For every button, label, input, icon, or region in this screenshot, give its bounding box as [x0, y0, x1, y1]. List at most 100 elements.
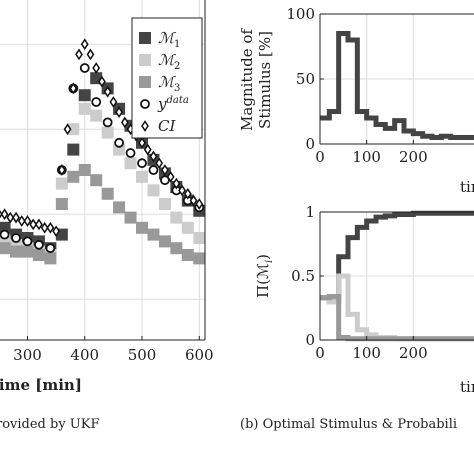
left-series-2-point-12 — [101, 187, 114, 200]
left-series-4-point-22 — [92, 62, 101, 74]
left-series-4-point-14 — [46, 221, 55, 234]
left-series-4-point-37 — [178, 184, 186, 197]
left-series-4-point-36 — [172, 177, 181, 190]
left-series-4-point-24 — [103, 85, 112, 98]
left-xtick-label-2: 500 — [128, 346, 157, 364]
br-series-2 — [320, 293, 474, 342]
left-series-2-point-7 — [44, 252, 57, 265]
left-series-3-point-7 — [45, 243, 56, 254]
left-series-4-point-7 — [6, 211, 15, 224]
stimulus-chart-ylabel-line1: Magnitude of — [238, 28, 256, 131]
left-series-2-point-11 — [90, 174, 103, 187]
left-series-4-point-9 — [17, 215, 26, 227]
left-series-2-point-17 — [158, 235, 171, 248]
left-series-4-point-16 — [57, 164, 66, 176]
left-series-1-point-11 — [90, 109, 103, 122]
left-series-1-point-15 — [136, 170, 149, 183]
left-series-4-point-17 — [63, 123, 72, 136]
left-series-4-point-8 — [12, 211, 20, 224]
left-legend-marker-4 — [141, 120, 149, 132]
left-series-4-point-15 — [52, 225, 61, 238]
left-series-2-point-5 — [21, 245, 34, 258]
br-series-0 — [320, 210, 474, 305]
left-series-2-point-20 — [193, 252, 206, 265]
probability-chart-marks — [320, 210, 474, 342]
left-series-2-point-19 — [181, 249, 194, 261]
left-series-0-point-9 — [67, 143, 80, 156]
left-series-1-point-20 — [193, 232, 206, 244]
left-series-4-point-27 — [120, 116, 129, 129]
left-series-4-point-13 — [40, 221, 49, 234]
left-series-1-point-19 — [181, 221, 194, 234]
left-series-4-point-40 — [195, 198, 204, 210]
left-series-3-point-4 — [11, 233, 21, 243]
left-series-2-point-13 — [113, 201, 126, 214]
left-series-4-point-32 — [149, 150, 158, 163]
left-legend-marker-0 — [139, 32, 151, 44]
left-xtick-label-0: 300 — [13, 346, 42, 364]
left-series-4-point-26 — [115, 106, 124, 119]
probability-chart-ylabel: Π(ℳi) — [254, 254, 275, 298]
left-legend-label-4: CI — [158, 117, 176, 135]
left-series-3-point-6 — [34, 239, 44, 250]
br-series-1 — [320, 273, 474, 342]
br-ytick-label-2: 1 — [305, 203, 315, 221]
tr-xtick-label-1: 100 — [352, 148, 381, 166]
left-series-1-point-10 — [78, 102, 91, 115]
left-series-1-point-8 — [55, 177, 68, 190]
left-chart-caption: rovided by UKF — [0, 417, 100, 432]
left-series-4-point-20 — [80, 38, 89, 51]
left-xtick-label-3: 600 — [185, 346, 214, 364]
left-series-4-point-10 — [23, 215, 32, 227]
left-series-3-point-15 — [137, 158, 147, 169]
left-series-4-point-11 — [29, 218, 38, 231]
left-legend-label-0: ℳ1 — [158, 29, 180, 50]
tr-series-0 — [320, 31, 474, 140]
left-series-3-point-12 — [102, 117, 113, 128]
left-series-3-point-10 — [79, 63, 90, 73]
left-series-4-point-19 — [75, 48, 83, 61]
left-series-3-point-16 — [148, 165, 159, 175]
left-series-4-point-25 — [109, 96, 118, 108]
stimulus-chart-ticks: 0 100 200 0 50 100 — [286, 5, 427, 166]
br-xtick-label-0: 0 — [315, 344, 325, 362]
left-series-2-point-15 — [136, 221, 149, 234]
left-series-4-point-38 — [183, 187, 192, 200]
left-series-1-point-18 — [170, 211, 183, 224]
left-series-3-point-13 — [114, 137, 125, 148]
left-series-3-point-5 — [22, 236, 33, 247]
left-series-0-point-10 — [78, 89, 91, 102]
probability-chart-ticks: 0 100 200 0 0.5 1 — [291, 203, 428, 362]
left-series-4-point-6 — [0, 208, 9, 221]
left-series-4-point-39 — [189, 194, 198, 207]
left-series-4-point-21 — [86, 48, 95, 61]
left-series-0-point-3 — [0, 221, 11, 234]
left-chart-xlabel: time [min] — [0, 376, 82, 394]
left-series-4-point-12 — [35, 218, 43, 231]
tr-xtick-label-0: 0 — [315, 148, 325, 166]
left-series-3-point-14 — [125, 148, 136, 158]
left-series-2-point-14 — [124, 211, 137, 224]
left-series-4-point-35 — [166, 170, 175, 183]
left-series-2-point-18 — [170, 242, 183, 255]
tr-ytick-label-0: 0 — [305, 135, 315, 153]
left-series-3-point-17 — [160, 175, 170, 186]
left-series-4-point-23 — [98, 75, 106, 88]
left-series-3-point-11 — [91, 97, 102, 107]
left-series-2-point-8 — [55, 198, 68, 210]
left-xtick-label-1: 400 — [70, 346, 99, 364]
tr-xtick-label-2: 200 — [399, 148, 428, 166]
left-series-4-point-18 — [69, 82, 78, 95]
br-xtick-label-1: 100 — [352, 344, 381, 362]
left-series-2-point-6 — [32, 249, 45, 261]
left-series-3-point-3 — [0, 229, 10, 240]
left-series-1-point-3 — [0, 235, 11, 248]
br-ytick-label-0: 0 — [305, 331, 315, 349]
stimulus-chart-marks — [320, 31, 474, 140]
left-series-2-point-3 — [0, 242, 11, 255]
left-legend-marker-1 — [139, 54, 151, 66]
